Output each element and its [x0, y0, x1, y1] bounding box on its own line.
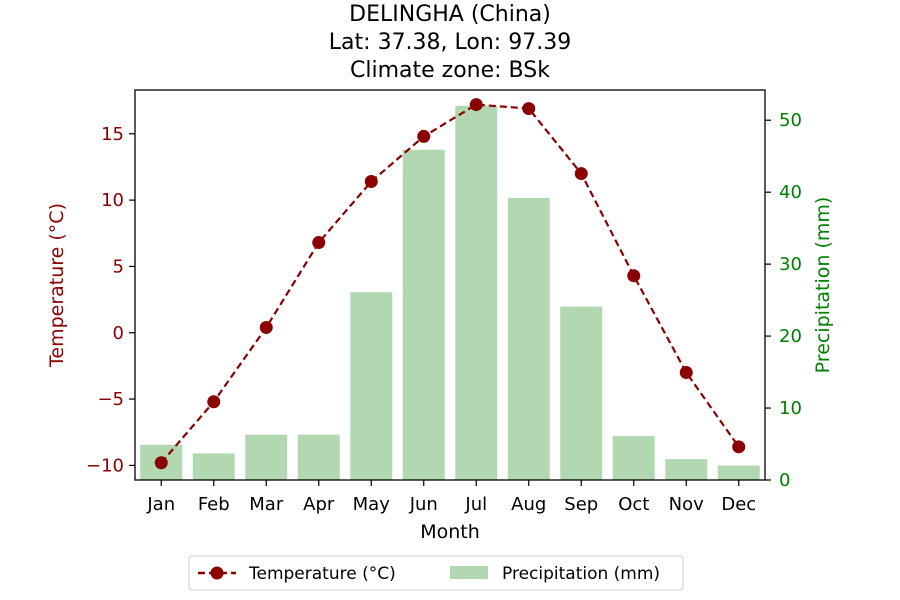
precipitation-bar-apr — [297, 434, 340, 480]
legend-precipitation-swatch — [450, 566, 488, 579]
x-axis-label: Month — [420, 521, 480, 543]
x-axis: Jan Feb Mar Apr May Jun Jul Aug Sep Oct Nov Dec — [146, 480, 756, 515]
temperature-point-apr — [312, 236, 326, 250]
x-axis-tick-label-jun: Jun — [409, 494, 438, 515]
legend-label-temperature: Temperature (°C) — [248, 564, 396, 584]
legend-label-precipitation: Precipitation (mm) — [502, 564, 660, 584]
precipitation-bar-sep — [560, 306, 603, 480]
precipitation-bar-nov — [665, 459, 708, 480]
x-axis-tick-label-dec: Dec — [721, 494, 756, 515]
left-axis-tick-label: −5 — [97, 389, 124, 410]
temperature-point-oct — [627, 269, 641, 283]
left-axis-tick-label: 15 — [101, 124, 124, 145]
temperature-line — [154, 98, 746, 470]
precipitation-bar-mar — [245, 434, 288, 480]
x-axis-tick-label-may: May — [353, 494, 391, 515]
temperature-point-may — [364, 175, 378, 189]
right-axis-tick-label: 30 — [779, 254, 802, 275]
precipitation-bar-oct — [612, 436, 655, 480]
temperature-point-nov — [679, 366, 693, 380]
x-axis-tick-label-nov: Nov — [669, 494, 704, 515]
x-axis-tick-label-mar: Mar — [249, 494, 284, 515]
x-axis-tick-label-aug: Aug — [511, 494, 546, 515]
x-axis-tick-label-feb: Feb — [198, 494, 230, 515]
precipitation-bar-may — [350, 292, 393, 480]
right-axis-tick-label: 50 — [779, 110, 802, 131]
temperature-point-feb — [207, 395, 221, 409]
chart-title: DELINGHA (China) Lat: 37.38, Lon: 97.39 … — [329, 2, 571, 83]
temperature-point-mar — [259, 320, 273, 334]
precipitation-bars — [140, 105, 760, 480]
precipitation-bar-dec — [717, 465, 760, 480]
temperature-point-aug — [522, 102, 536, 116]
title-line-station: DELINGHA (China) — [349, 2, 551, 27]
legend: Temperature (°C) Precipitation (mm) — [188, 555, 684, 591]
left-axis-tick-label: −10 — [86, 455, 124, 476]
left-axis-tick-label: 0 — [113, 323, 124, 344]
right-axis-tick-label: 10 — [779, 398, 802, 419]
title-line-coordinates: Lat: 37.38, Lon: 97.39 — [329, 30, 571, 55]
legend-temperature-marker-swatch — [210, 566, 224, 580]
right-axis-tick-label: 0 — [779, 470, 790, 491]
y-axis-label-left: Temperature (°C) — [46, 203, 68, 368]
temperature-point-sep — [574, 167, 588, 181]
x-axis-tick-label-apr: Apr — [303, 494, 335, 515]
precipitation-bar-feb — [192, 453, 235, 480]
title-line-climate-zone: Climate zone: BSk — [350, 58, 550, 83]
right-axis: 0 10 20 30 40 50 — [765, 110, 802, 491]
temperature-series-line — [160, 103, 740, 464]
y-axis-label-right: Precipitation (mm) — [812, 197, 834, 374]
right-axis-tick-label: 40 — [779, 182, 802, 203]
x-axis-tick-label-jul: Jul — [464, 494, 487, 515]
left-axis-tick-label: 10 — [101, 190, 124, 211]
left-axis-tick-label: 5 — [113, 256, 124, 277]
x-axis-tick-label-jan: Jan — [146, 494, 175, 515]
left-axis: −10 −5 0 5 10 15 — [86, 124, 135, 476]
temperature-point-dec — [732, 440, 746, 454]
x-axis-tick-label-sep: Sep — [564, 494, 598, 515]
precipitation-bar-jun — [402, 149, 445, 480]
precipitation-bar-jul — [455, 105, 498, 480]
precipitation-bar-aug — [507, 197, 550, 480]
legend-box — [188, 555, 684, 591]
temperature-point-jun — [417, 129, 431, 143]
plot-frame — [134, 89, 766, 481]
temperature-point-jan — [154, 456, 168, 470]
temperature-point-jul — [469, 98, 483, 112]
x-axis-tick-label-oct: Oct — [618, 494, 649, 515]
right-axis-tick-label: 20 — [779, 326, 802, 347]
